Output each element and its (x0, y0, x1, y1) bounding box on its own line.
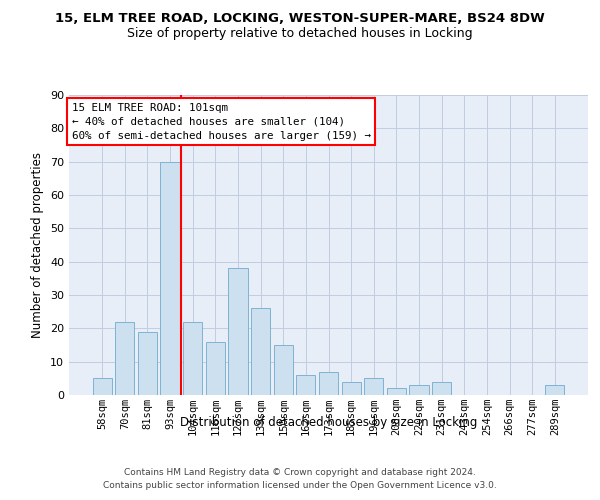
Text: 15 ELM TREE ROAD: 101sqm
← 40% of detached houses are smaller (104)
60% of semi-: 15 ELM TREE ROAD: 101sqm ← 40% of detach… (71, 102, 371, 141)
Bar (115, 322, 134, 395)
Bar (160, 162, 180, 395)
Bar (545, 385, 565, 395)
Bar (206, 342, 225, 395)
Bar (183, 322, 202, 395)
Bar (296, 375, 316, 395)
Text: Contains public sector information licensed under the Open Government Licence v3: Contains public sector information licen… (103, 480, 497, 490)
Bar (274, 345, 293, 395)
Bar (319, 372, 338, 395)
Bar (364, 378, 383, 395)
Bar (432, 382, 451, 395)
Bar (138, 332, 157, 395)
Y-axis label: Number of detached properties: Number of detached properties (31, 152, 44, 338)
Bar (92, 378, 112, 395)
Bar (387, 388, 406, 395)
Text: Size of property relative to detached houses in Locking: Size of property relative to detached ho… (127, 28, 473, 40)
Text: Contains HM Land Registry data © Crown copyright and database right 2024.: Contains HM Land Registry data © Crown c… (124, 468, 476, 477)
Text: Distribution of detached houses by size in Locking: Distribution of detached houses by size … (180, 416, 478, 429)
Bar (409, 385, 428, 395)
Bar (229, 268, 248, 395)
Text: 15, ELM TREE ROAD, LOCKING, WESTON-SUPER-MARE, BS24 8DW: 15, ELM TREE ROAD, LOCKING, WESTON-SUPER… (55, 12, 545, 26)
Bar (341, 382, 361, 395)
Bar (251, 308, 270, 395)
